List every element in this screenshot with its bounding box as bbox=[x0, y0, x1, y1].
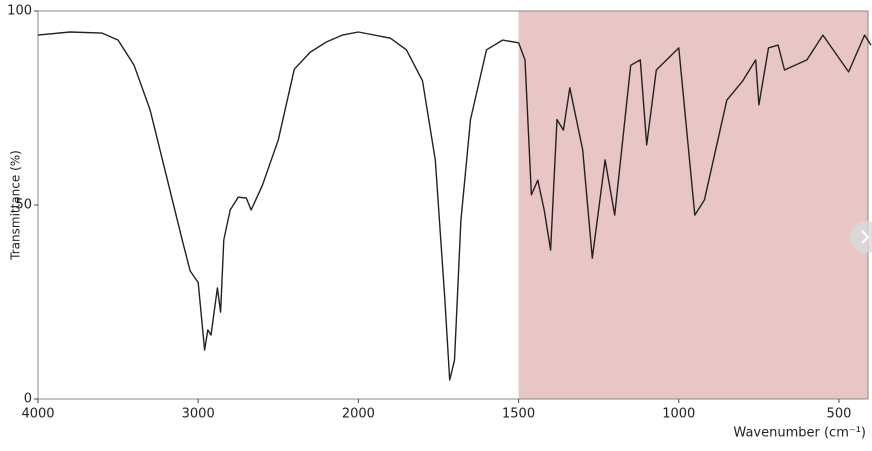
y-tick-label: 100 bbox=[7, 4, 32, 19]
x-tick-label: 1500 bbox=[502, 407, 535, 422]
next-button[interactable] bbox=[850, 221, 872, 253]
x-axis-title: Wavenumber (cm⁻¹) bbox=[733, 426, 866, 441]
plot-area: 0 50 100 4000 3000 2000 1500 1000 500 bbox=[7, 4, 872, 422]
y-tick-label: 50 bbox=[15, 198, 32, 213]
x-tick-label: 4000 bbox=[21, 407, 54, 422]
spectrum-line bbox=[37, 31, 872, 381]
x-tick-label: 1000 bbox=[662, 407, 695, 422]
x-tick-label: 500 bbox=[827, 407, 852, 422]
x-tick-label: 3000 bbox=[182, 407, 215, 422]
x-tick-label: 2000 bbox=[342, 407, 375, 422]
y-axis-title: Transmittance (%) bbox=[9, 150, 23, 261]
y-tick-label: 0 bbox=[24, 392, 32, 407]
